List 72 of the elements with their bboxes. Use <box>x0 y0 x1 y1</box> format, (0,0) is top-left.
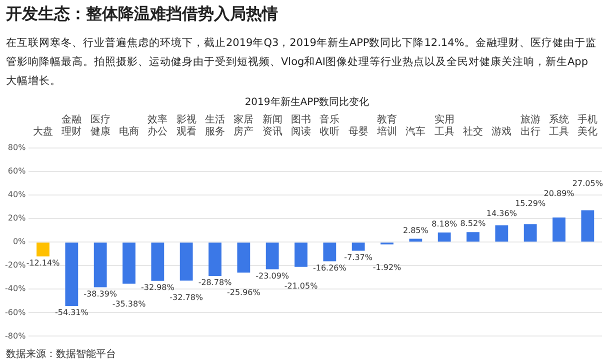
data-label: 15.29% <box>515 199 546 208</box>
bar <box>36 242 50 256</box>
x-tick-label: 母婴 <box>348 126 368 138</box>
data-label: -23.09% <box>256 271 290 280</box>
x-tick-label: 影视观看 <box>176 114 196 138</box>
bar <box>65 242 78 306</box>
data-label: -28.78% <box>198 278 232 288</box>
x-tick-label: 家居房产 <box>234 114 254 138</box>
bar <box>552 218 566 242</box>
y-tick-label: 40% <box>8 190 26 200</box>
data-label: -7.37% <box>344 252 373 262</box>
bar <box>94 242 107 288</box>
x-tick-label: 系统工具 <box>549 114 569 138</box>
bar <box>294 242 308 267</box>
y-tick-label: -80% <box>4 331 26 340</box>
x-tick-label: 音乐收听 <box>320 114 340 138</box>
data-label: -16.26% <box>312 263 347 272</box>
data-label: -12.14% <box>26 258 60 268</box>
bar <box>581 210 594 242</box>
x-tick-label: 金融理财 <box>62 114 82 138</box>
x-tick-label: 医疗健康 <box>90 114 110 138</box>
data-label: -1.92% <box>372 262 402 272</box>
data-label: -21.05% <box>284 281 318 290</box>
x-tick-label: 电商 <box>119 126 139 138</box>
chart-title: 开发生态：整体降温难挡借势入局热情 <box>6 4 278 25</box>
data-label: -25.96% <box>226 288 261 298</box>
chart-subtitle: 在互联网寒冬、行业普遍焦虑的环境下，截止2019年Q3，2019年新生APP数同比下降12.14%。金融理财、医疗健由于监管影响降幅最高。拍照摄影、运动健身由于受到短视频、Vlog和AI图像处理等行业热点以及全民对健康关注响，新生App大幅增长。 <box>6 36 598 89</box>
bar <box>409 238 422 242</box>
data-label: 8.18% <box>432 220 458 229</box>
y-tick-label: 20% <box>8 214 26 223</box>
bar <box>352 242 365 251</box>
data-label: -38.39% <box>84 289 118 298</box>
x-tick-label: 社交 <box>463 126 483 138</box>
x-tick-label: 手机美化 <box>578 114 598 138</box>
data-label: 2.85% <box>402 226 429 235</box>
x-tick-label: 图书阅读 <box>291 114 311 138</box>
data-label: -32.98% <box>140 282 175 292</box>
text: 2019年新生APP数同比变化 <box>244 96 370 109</box>
x-tick-label: 生活服务 <box>205 114 225 138</box>
source-note: 数据来源：数据智能平台 <box>6 348 116 361</box>
bar <box>323 242 336 262</box>
data-label: -35.38% <box>112 299 146 308</box>
bar <box>208 242 222 276</box>
y-tick-label: -40% <box>4 284 26 294</box>
bar <box>122 242 136 284</box>
data-label: 27.05% <box>572 179 604 188</box>
bar <box>438 232 451 242</box>
x-tick-label: 效率办公 <box>148 114 168 138</box>
data-label: 8.52% <box>460 219 486 228</box>
data-label: -32.78% <box>170 292 204 302</box>
bar <box>524 224 537 242</box>
x-tick-label: 旅游出行 <box>520 114 540 138</box>
x-tick-label: 汽车 <box>406 126 426 138</box>
bar <box>466 232 480 242</box>
data-label: -54.31% <box>54 308 89 318</box>
y-tick-label: -20% <box>4 260 26 270</box>
x-tick-label: 大盘 <box>33 126 53 138</box>
y-tick-label: 0% <box>12 237 26 246</box>
bar <box>237 242 250 273</box>
x-tick-label: 实用工具 <box>434 114 454 138</box>
data-label: 20.89% <box>544 189 575 198</box>
x-tick-label: 新闻资讯 <box>262 114 282 138</box>
y-tick-label: 80% <box>8 143 26 152</box>
bar <box>180 242 193 281</box>
bar <box>495 225 508 242</box>
bar <box>266 242 279 270</box>
x-tick-label: 教育培训 <box>376 114 397 138</box>
bar <box>151 242 164 281</box>
y-tick-label: 60% <box>8 166 26 176</box>
data-label: 14.36% <box>486 209 518 218</box>
x-tick-label: 游戏 <box>492 126 512 138</box>
y-tick-label: -60% <box>4 308 26 317</box>
